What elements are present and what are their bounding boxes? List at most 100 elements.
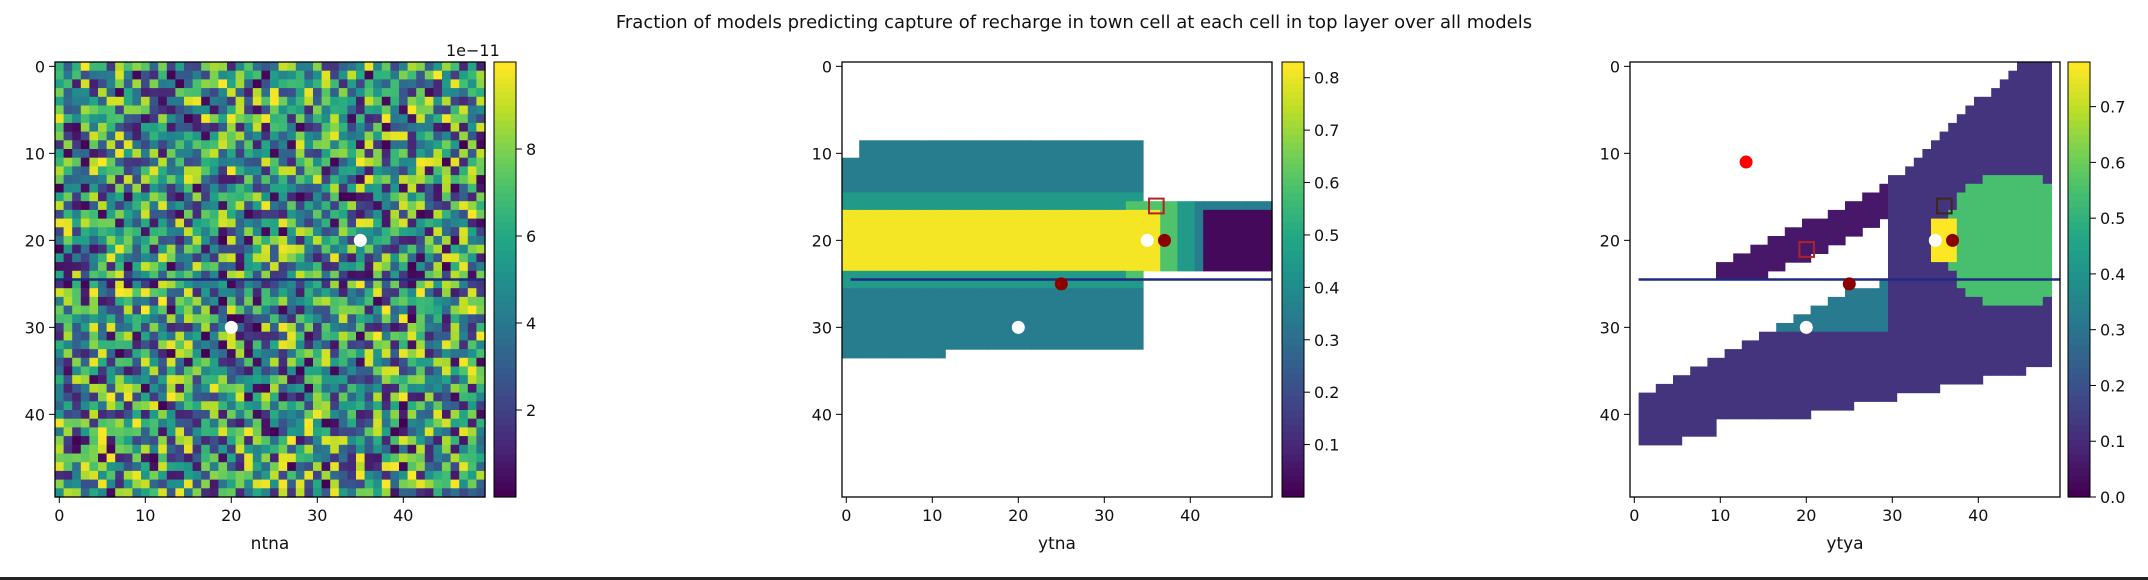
heatmap-cell xyxy=(192,140,202,150)
heatmap-cell xyxy=(442,62,452,72)
heatmap-cell xyxy=(115,62,125,72)
heatmap-cell xyxy=(1031,331,1041,341)
heatmap-cell xyxy=(416,323,426,333)
heatmap-cell xyxy=(1793,323,1803,333)
heatmap-cell xyxy=(295,201,305,211)
heatmap-cell xyxy=(313,79,323,89)
heatmap-cell xyxy=(141,96,151,107)
heatmap-cell xyxy=(98,349,108,359)
heatmap-cell xyxy=(476,253,486,263)
heatmap-cell xyxy=(1100,192,1110,202)
heatmap-cell xyxy=(1690,418,1700,428)
heatmap-cell xyxy=(287,340,297,350)
panel-3: 0 10 20 30 40010203040ytya0.00.10.20.30.40.5… xyxy=(1600,57,2126,554)
heatmap-cell xyxy=(442,279,452,289)
heatmap-cell xyxy=(252,79,262,89)
heatmap-cell xyxy=(467,383,477,394)
heatmap-cell xyxy=(252,166,262,176)
heatmap-cell xyxy=(1776,357,1786,368)
heatmap-cell xyxy=(1965,140,1975,150)
heatmap-cell xyxy=(132,157,142,167)
heatmap-cell xyxy=(192,392,202,402)
heatmap-cell xyxy=(936,166,946,176)
heatmap-cell xyxy=(1810,375,1820,385)
heatmap-cell xyxy=(278,227,288,237)
heatmap-cell xyxy=(476,218,486,228)
heatmap-cell xyxy=(321,166,331,176)
heatmap-cell xyxy=(278,314,288,324)
heatmap-cell xyxy=(235,236,245,246)
heatmap-cell xyxy=(1057,157,1067,167)
heatmap-cell xyxy=(106,62,116,72)
heatmap-cell xyxy=(1982,209,1992,220)
heatmap-cell xyxy=(313,470,323,481)
heatmap-cell xyxy=(287,105,297,115)
heatmap-cell xyxy=(459,201,469,211)
heatmap-cell xyxy=(1991,149,2001,159)
heatmap-cell xyxy=(235,70,245,80)
heatmap-cell xyxy=(1819,357,1829,368)
heatmap-cell xyxy=(149,236,159,246)
heatmap-cell xyxy=(1134,149,1144,159)
heatmap-cell xyxy=(184,149,194,159)
heatmap-cell xyxy=(106,140,116,150)
heatmap-cell xyxy=(123,305,133,315)
heatmap-cell xyxy=(1014,236,1024,246)
heatmap-cell xyxy=(962,253,972,263)
heatmap-cell xyxy=(979,288,989,298)
heatmap-cell xyxy=(945,305,955,315)
heatmap-cell xyxy=(1031,192,1041,202)
heatmap-cell xyxy=(902,166,912,176)
heatmap-cell xyxy=(244,296,254,307)
colorbar-swatch xyxy=(494,337,516,346)
heatmap-cell xyxy=(261,62,271,72)
heatmap-cell xyxy=(1014,262,1024,272)
heatmap-cell xyxy=(1091,227,1101,237)
heatmap-cell xyxy=(201,79,211,89)
heatmap-cell xyxy=(209,270,219,281)
heatmap-cell xyxy=(910,175,920,185)
heatmap-cell xyxy=(347,122,357,133)
heatmap-cell xyxy=(1707,418,1717,428)
heatmap-cell xyxy=(330,209,340,220)
heatmap-cell xyxy=(910,331,920,341)
heatmap-cell xyxy=(433,383,443,394)
heatmap-cell xyxy=(313,149,323,159)
heatmap-cell xyxy=(209,131,219,141)
heatmap-cell xyxy=(850,279,860,289)
heatmap-cell xyxy=(1905,262,1915,272)
heatmap-cell xyxy=(123,218,133,228)
heatmap-cell xyxy=(1931,270,1941,281)
heatmap-cell xyxy=(1974,114,1984,124)
heatmap-cell xyxy=(1065,149,1075,159)
heatmap-cell xyxy=(235,366,245,376)
heatmap-cell xyxy=(330,366,340,376)
heatmap-cell xyxy=(1091,296,1101,307)
colorbar-swatch xyxy=(2068,120,2090,128)
heatmap-cell xyxy=(192,444,202,455)
heatmap-cell xyxy=(304,88,314,98)
heatmap-cell xyxy=(1913,323,1923,333)
heatmap-cell xyxy=(278,479,288,489)
heatmap-cell xyxy=(278,444,288,455)
heatmap-cell xyxy=(227,418,237,428)
heatmap-cell xyxy=(1263,262,1273,272)
heatmap-cell xyxy=(1673,418,1683,428)
heatmap-cell xyxy=(433,427,443,437)
heatmap-cell xyxy=(1991,253,2001,263)
heatmap-cell xyxy=(1177,227,1187,237)
heatmap-cell xyxy=(235,244,245,254)
heatmap-cell xyxy=(149,88,159,98)
heatmap-cell xyxy=(2042,79,2052,89)
heatmap-cell xyxy=(885,331,895,341)
heatmap-cell xyxy=(1048,253,1058,263)
heatmap-cell xyxy=(885,166,895,176)
heatmap-cell xyxy=(407,427,417,437)
heatmap-cell xyxy=(2034,166,2044,176)
heatmap-cell xyxy=(1117,262,1127,272)
heatmap-cell xyxy=(876,175,886,185)
heatmap-cell xyxy=(347,79,357,89)
heatmap-cell xyxy=(115,236,125,246)
colorbar-tick-label: 0.2 xyxy=(1314,383,1339,402)
heatmap-cell xyxy=(1982,122,1992,133)
